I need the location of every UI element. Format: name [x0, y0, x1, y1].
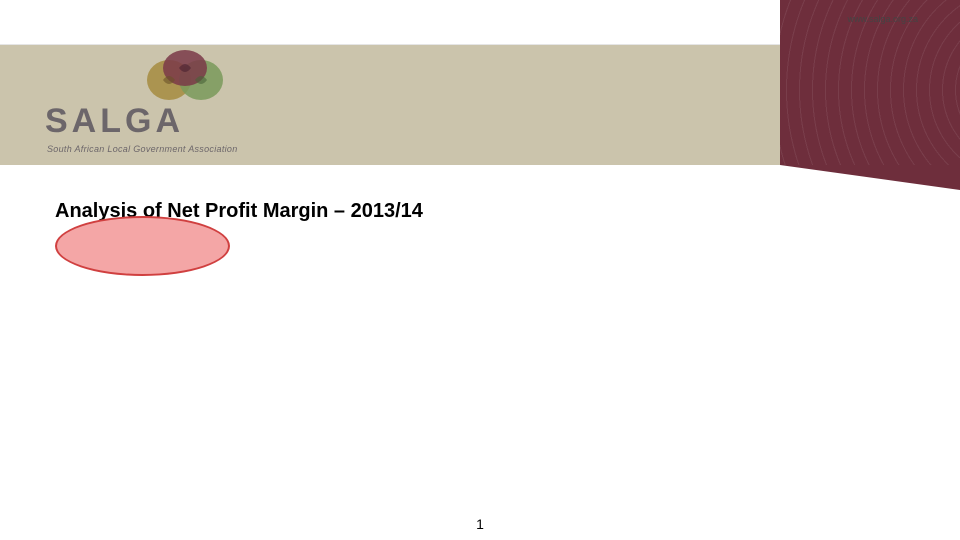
logo-icon [135, 50, 235, 100]
highlight-ellipse [55, 216, 230, 276]
logo-container: SALGA South African Local Government Ass… [45, 50, 335, 160]
logo-subtitle: South African Local Government Associati… [47, 144, 238, 154]
header-decoration [780, 0, 960, 165]
page-number: 1 [476, 517, 484, 532]
header-notch [780, 165, 960, 190]
logo-text: SALGA [45, 102, 184, 141]
header-url: www.salga.org.za [847, 14, 918, 24]
